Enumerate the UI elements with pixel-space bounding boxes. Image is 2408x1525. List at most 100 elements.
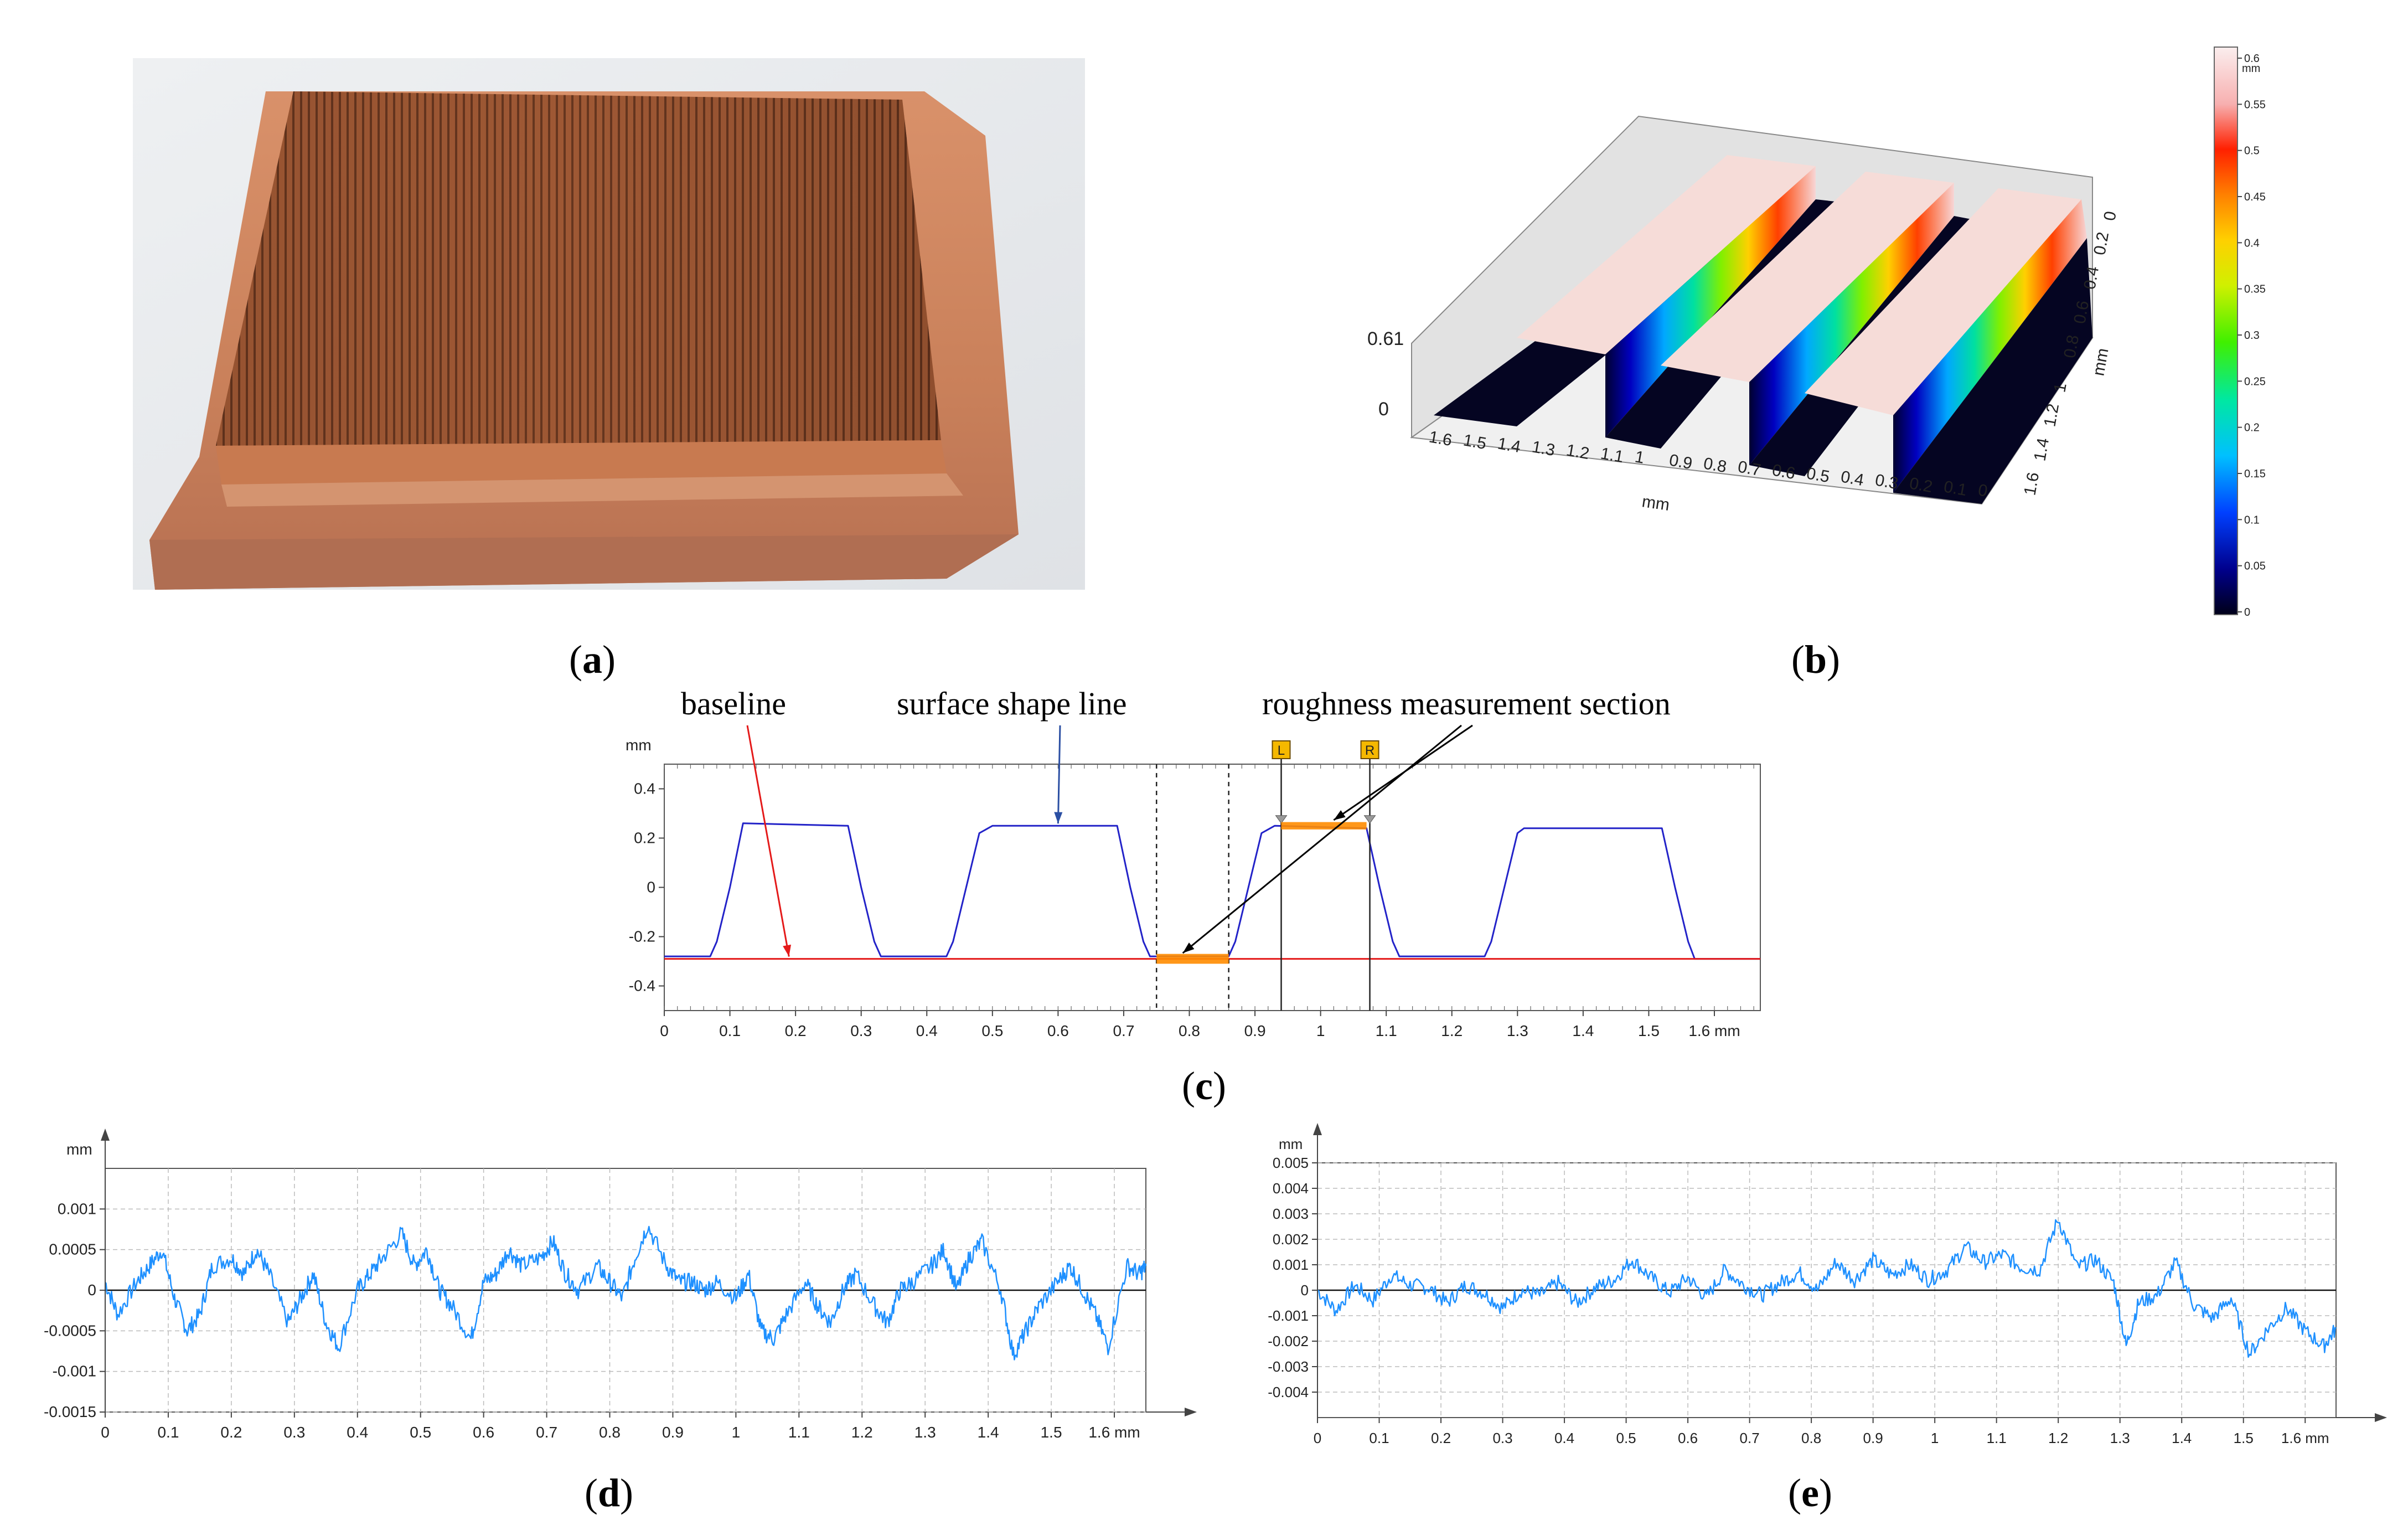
x-tick-label: 0.9 bbox=[1244, 1022, 1266, 1039]
x-tick-label: 1 bbox=[732, 1424, 741, 1441]
y-tick-label: 0.001 bbox=[58, 1200, 96, 1217]
x-tick-label-3d: 0.8 bbox=[1702, 454, 1728, 476]
colorbar-tick-label: 0.6 bbox=[2244, 53, 2260, 65]
colorbar-tick-label: 0.5 bbox=[2244, 145, 2260, 157]
x-tick-label: 0 bbox=[660, 1022, 669, 1039]
x-tick-label-3d: 1.1 bbox=[1599, 444, 1625, 466]
baseline-arrow-head bbox=[783, 944, 792, 957]
series-line bbox=[1317, 1219, 2337, 1358]
x-tick-label: 0.6 bbox=[1678, 1430, 1698, 1446]
caption-c: (c) bbox=[1182, 1064, 1226, 1108]
x-tick-label: 0.2 bbox=[1431, 1430, 1451, 1446]
x-tick-label: 1.1 bbox=[1376, 1022, 1397, 1039]
y-axis-unit-3d: mm bbox=[2089, 347, 2112, 377]
photo-a bbox=[133, 58, 1085, 590]
baseline-arrow bbox=[746, 725, 790, 957]
x-tick-label: 0.7 bbox=[1740, 1430, 1760, 1446]
x-tick-label-3d: 0 bbox=[1977, 481, 1989, 500]
caption-a: (a) bbox=[569, 637, 616, 682]
profile-chart-c: baseline surface shape line roughness me… bbox=[554, 686, 1827, 1063]
x-tick-label: 1.3 bbox=[1507, 1022, 1528, 1039]
colorbar-tick-label: 0.35 bbox=[2244, 284, 2266, 296]
x-tick-label: 0.4 bbox=[347, 1424, 368, 1441]
x-tick-label: 0.4 bbox=[916, 1022, 938, 1039]
height-zero-label: 0 bbox=[1378, 399, 1389, 420]
y-tick-label: 0.4 bbox=[634, 780, 655, 797]
x-tick-label: 0 bbox=[101, 1424, 110, 1441]
y-tick-label: 0.002 bbox=[1273, 1231, 1309, 1248]
x-tick-label: 1.2 bbox=[851, 1424, 873, 1441]
plot-frame bbox=[664, 764, 1761, 1011]
x-tick-label: 0.7 bbox=[536, 1424, 557, 1441]
x-tick-label: 0.7 bbox=[1113, 1022, 1134, 1039]
colorbar-ticks: 0.6 0.55 0.5 0.45 0.4 0.35 0.3 0.25 0.2 0.15 0.1 0.… bbox=[2238, 53, 2266, 619]
x-tick-label: 0.6 bbox=[1047, 1022, 1069, 1039]
y-tick-label: -0.001 bbox=[1268, 1307, 1309, 1324]
x-tick-label: 0.1 bbox=[157, 1424, 179, 1441]
y-axis-unit: mm bbox=[66, 1141, 92, 1158]
y-axis-ticks-3d: 0 0.2 0.4 0.6 0.8 1 1.2 1.4 1.6 bbox=[2021, 210, 2120, 497]
y-tick-label-3d: 0.2 bbox=[2090, 230, 2112, 256]
chart-e-plot: 0.005 0.004 0.003 0.002 0.001 0 -0.001 -0.002 -0… bbox=[1268, 1123, 2387, 1446]
x-tick-label: 0.3 bbox=[1492, 1430, 1512, 1446]
x-tick-label: 0.9 bbox=[1863, 1430, 1883, 1446]
x-tick-label: 0.2 bbox=[785, 1022, 807, 1039]
x-tick-label-3d: 1.2 bbox=[1565, 441, 1591, 463]
y-tick-label: 0.004 bbox=[1273, 1180, 1309, 1197]
fin-face bbox=[1893, 199, 2087, 493]
y-tick-label: -0.4 bbox=[629, 977, 655, 995]
x-tick-label: 1.4 bbox=[978, 1424, 999, 1441]
height-max-label: 0.61 bbox=[1367, 328, 1404, 349]
x-tick-label: 1.6 mm bbox=[1688, 1022, 1740, 1039]
x-tick-label: 0 bbox=[1314, 1430, 1321, 1446]
x-tick-label-3d: 0.7 bbox=[1737, 457, 1763, 480]
colorbar-tick-label: 0.3 bbox=[2244, 329, 2260, 342]
fin-top bbox=[1661, 172, 1954, 382]
y-tick-label-3d: 0 bbox=[2100, 210, 2120, 222]
y-tick-label-3d: 0.8 bbox=[2060, 333, 2083, 359]
surface-line-arrow bbox=[1057, 725, 1061, 824]
surface-fins bbox=[1434, 155, 2092, 504]
x-tick-label: 1.5 bbox=[2234, 1430, 2254, 1446]
colorbar-tick-label: 0.55 bbox=[2244, 99, 2266, 111]
x-tick-label: 1.5 bbox=[1041, 1424, 1062, 1441]
fin-top bbox=[1517, 155, 1816, 354]
marker-triangle bbox=[1363, 815, 1376, 824]
colorbar-tick-label: 0.2 bbox=[2244, 422, 2260, 434]
x-tick-label: 0.5 bbox=[1616, 1430, 1636, 1446]
y-tick-label: 0.005 bbox=[1273, 1155, 1309, 1171]
fin-face bbox=[1605, 166, 1816, 437]
roughness-arrow-1-head bbox=[1182, 942, 1195, 954]
y-axis-arrowhead bbox=[101, 1129, 110, 1141]
x-tick-label: 0.3 bbox=[283, 1424, 305, 1441]
x-tick-label: 1.2 bbox=[1441, 1022, 1463, 1039]
x-tick-label: 1.6 mm bbox=[2281, 1430, 2329, 1446]
x-tick-label-3d: 1.5 bbox=[1462, 431, 1488, 453]
y-tick-label: -0.2 bbox=[629, 928, 655, 945]
x-tick-label-3d: 0.6 bbox=[1771, 461, 1797, 483]
x-tick-label: 0.1 bbox=[719, 1022, 741, 1039]
copper-plate-image bbox=[133, 58, 1085, 590]
y-tick-label-3d: 1.6 bbox=[2021, 471, 2043, 497]
x-tick-label-3d: 0.2 bbox=[1908, 474, 1934, 496]
annotation-roughness-section: roughness measurement section bbox=[1262, 687, 1671, 722]
x-tick-label: 1 bbox=[1931, 1430, 1939, 1446]
y-tick-label: 0.2 bbox=[634, 830, 655, 847]
y-tick-label-3d: 0.4 bbox=[2080, 265, 2102, 291]
roughness-arrow-1 bbox=[1182, 724, 1462, 954]
y-tick-label-3d: 1.2 bbox=[2040, 402, 2063, 428]
x-tick-label: 1.5 bbox=[1638, 1022, 1660, 1039]
surface-line-arrow-head bbox=[1054, 812, 1063, 824]
x-tick-label: 0.5 bbox=[981, 1022, 1003, 1039]
x-tick-label-3d: 0.3 bbox=[1874, 471, 1900, 493]
fin-top bbox=[1805, 188, 2081, 415]
y-axis-arrowhead bbox=[1313, 1123, 1322, 1135]
colorbar-unit: mm bbox=[2242, 63, 2260, 75]
x-tick-label: 0.6 bbox=[473, 1424, 494, 1441]
y-tick-label: 0 bbox=[647, 879, 655, 896]
roughness-arrow-2-head bbox=[1334, 810, 1346, 821]
fin-face bbox=[1749, 183, 1954, 465]
series-line bbox=[105, 1225, 1147, 1361]
x-tick-label: 1.4 bbox=[1572, 1022, 1594, 1039]
x-tick-label: 1.1 bbox=[1987, 1430, 2007, 1446]
